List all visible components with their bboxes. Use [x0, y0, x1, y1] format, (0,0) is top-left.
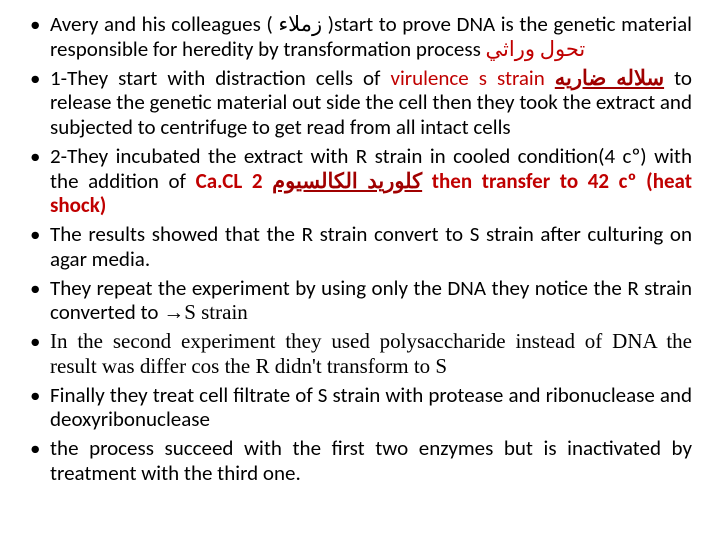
bullet-text: the process succeed with the first two e… [50, 435, 692, 486]
bullet-item: 1-They start with distraction cells of v… [28, 66, 692, 140]
bullet-item: Avery and his colleagues ( زملاء )start … [28, 12, 692, 62]
bullet-text: Finally they treat cell filtrate of S st… [50, 382, 692, 433]
bullet-item: Finally they treat cell filtrate of S st… [28, 383, 692, 433]
bullet-text: 1-They start with distraction cells of [50, 65, 390, 91]
bullet-item: They repeat the experiment by using only… [28, 276, 692, 326]
bullet-text: The results showed that the R strain con… [50, 221, 692, 272]
bullet-text: In the second experiment they used polys… [50, 329, 692, 378]
bullet-text: Avery and his colleagues ( زملاء )start … [50, 11, 692, 62]
bullet-text: تحول وراثي [486, 36, 586, 62]
bullet-text: سلاله ضاريه [555, 65, 664, 91]
slide: Avery and his colleagues ( زملاء )start … [0, 0, 720, 540]
bullet-text: →S strain [163, 300, 248, 324]
bullet-item: 2-They incubated the extract with R stra… [28, 144, 692, 218]
bullet-item: The results showed that the R strain con… [28, 222, 692, 272]
bullet-text: Ca.CL 2 [196, 168, 273, 194]
bullet-item: In the second experiment they used polys… [28, 329, 692, 379]
bullet-text: They repeat the experiment by using only… [50, 275, 692, 326]
bullet-list: Avery and his colleagues ( زملاء )start … [28, 12, 692, 486]
bullet-item: the process succeed with the first two e… [28, 436, 692, 486]
bullet-text: كلوريد الكالسيوم [272, 168, 422, 194]
bullet-text: virulence s strain [390, 65, 554, 91]
